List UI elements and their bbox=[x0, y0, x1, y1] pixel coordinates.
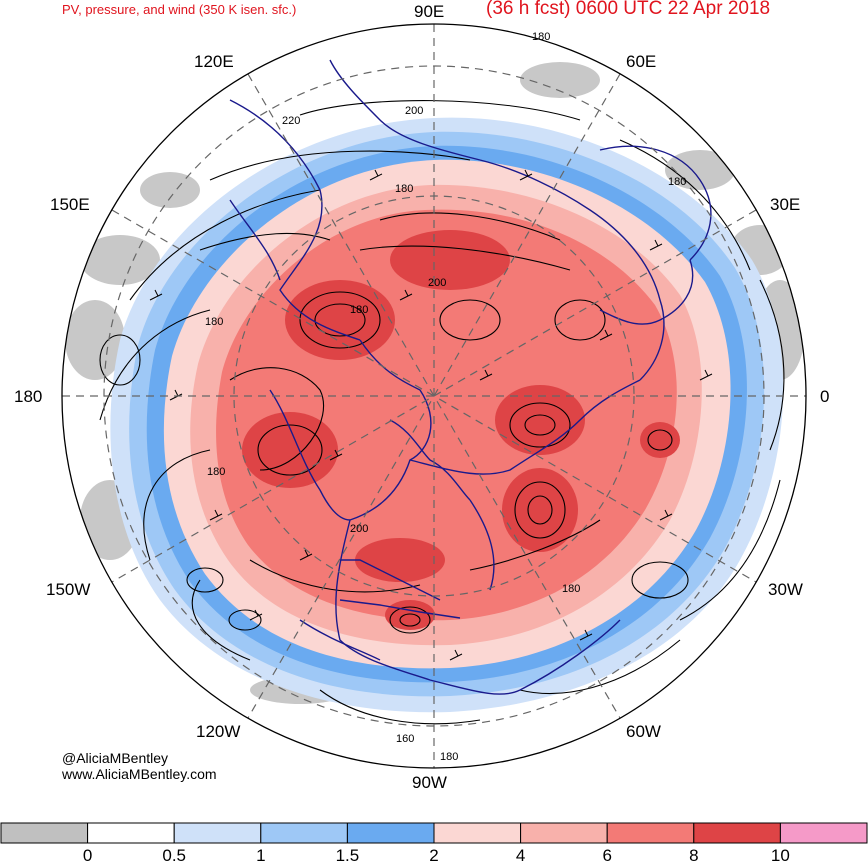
colorbar-tick-label: 10 bbox=[770, 846, 790, 865]
contour-label: 180 bbox=[440, 751, 458, 763]
longitude-label-30e: 30E bbox=[770, 195, 801, 214]
map-field bbox=[62, 24, 806, 768]
contour-label: 180 bbox=[395, 183, 413, 195]
longitude-label-60w: 60W bbox=[626, 722, 661, 741]
colorbar-bin bbox=[173, 822, 262, 844]
wind-barbs bbox=[149, 169, 713, 661]
contour-label: 180 bbox=[668, 176, 686, 188]
isobars bbox=[99, 100, 785, 725]
contour-label: 200 bbox=[350, 523, 368, 535]
graticule bbox=[62, 24, 806, 768]
longitude-label-0: 0 bbox=[820, 387, 830, 406]
author-website: www.AliciaMBentley.com bbox=[62, 766, 217, 782]
contour-label: 220 bbox=[282, 115, 300, 127]
colorbar-tick-label: 4 bbox=[515, 846, 526, 865]
colorbar-bin bbox=[0, 822, 89, 844]
colorbar-bin bbox=[779, 822, 868, 844]
contour-label: 180 bbox=[207, 466, 225, 478]
colorbar bbox=[0, 822, 868, 844]
longitude-label-180: 180 bbox=[14, 387, 43, 406]
author-handle: @AliciaMBentley bbox=[62, 750, 169, 766]
longitude-label-30w: 30W bbox=[768, 580, 803, 599]
colorbar-bin bbox=[520, 822, 608, 844]
colorbar-bin bbox=[606, 822, 695, 844]
map-boundary bbox=[61, 23, 807, 769]
colorbar-bins bbox=[0, 822, 868, 844]
longitude-label-90w: 90W bbox=[412, 773, 447, 792]
contour-label: 180 bbox=[350, 304, 368, 316]
contour-label: 200 bbox=[428, 277, 446, 289]
colorbar-tick-label: 0.5 bbox=[162, 846, 187, 865]
contour-label: 160 bbox=[396, 733, 414, 745]
polar-stereographic-map: 220 200 180 180 200 180 180 180 200 180 … bbox=[61, 23, 807, 769]
colorbar-bin bbox=[260, 822, 348, 844]
longitude-label-90e: 90E bbox=[414, 2, 445, 21]
colorbar-bin bbox=[693, 822, 781, 844]
colorbar-tick-label: 1 bbox=[256, 846, 266, 865]
longitude-label-60e: 60E bbox=[626, 52, 657, 71]
contour-label: 180 bbox=[205, 316, 223, 328]
contour-labels: 220 200 180 180 200 180 180 180 200 180 … bbox=[205, 31, 686, 763]
contour-label: 180 bbox=[532, 31, 550, 43]
longitude-label-120w: 120W bbox=[196, 722, 241, 741]
contour-label: 180 bbox=[562, 583, 580, 595]
longitude-label-150w: 150W bbox=[46, 580, 91, 599]
colorbar-bin bbox=[346, 822, 435, 844]
chart-title: PV, pressure, and wind (350 K isen. sfc.… bbox=[62, 2, 297, 17]
coastlines bbox=[229, 59, 712, 695]
colorbar-tick-label: 1.5 bbox=[335, 846, 360, 865]
longitude-label-120e: 120E bbox=[194, 52, 234, 71]
colorbar-tick-label: 2 bbox=[429, 846, 439, 865]
colorbar-bin bbox=[87, 822, 175, 844]
colorbar-tick-label: 8 bbox=[689, 846, 699, 865]
longitude-label-150e: 150E bbox=[50, 195, 90, 214]
author-credit: @AliciaMBentley www.AliciaMBentley.com bbox=[62, 750, 217, 782]
colorbar-bin bbox=[433, 822, 522, 844]
contour-label: 200 bbox=[405, 105, 423, 117]
colorbar-tick-label: 6 bbox=[602, 846, 612, 865]
colorbar-labels: 0 0.5 1 1.5 2 4 6 8 10 bbox=[0, 846, 868, 865]
forecast-time-title: (36 h fcst) 0600 UTC 22 Apr 2018 bbox=[486, 0, 771, 19]
colorbar-tick-label: 0 bbox=[82, 846, 93, 865]
